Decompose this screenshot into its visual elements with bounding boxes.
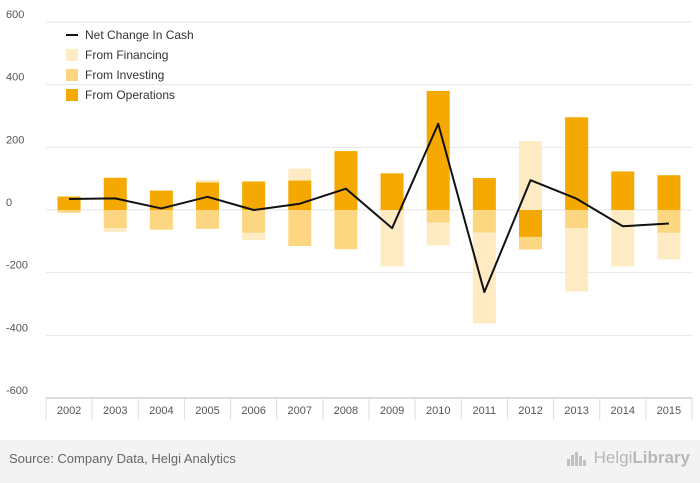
bar-from-investing xyxy=(149,210,173,230)
y-tick-label: 0 xyxy=(6,197,12,209)
x-tick-label: 2011 xyxy=(473,405,497,417)
y-tick-label: -400 xyxy=(6,322,28,334)
bar-from-financing xyxy=(57,212,81,214)
x-tick-label: 2013 xyxy=(564,405,588,417)
logo-text-bold: Library xyxy=(632,448,690,467)
bar-from-operations xyxy=(472,178,496,210)
bar-from-investing xyxy=(196,210,219,229)
bar-from-investing xyxy=(288,210,312,247)
helgi-library-logo: Helgi Library xyxy=(566,448,690,468)
x-tick-label: 2012 xyxy=(518,405,542,417)
bar-from-financing xyxy=(426,222,450,246)
legend: Net Change In Cash From Financing From Inv… xyxy=(66,28,194,102)
legend-swatch-from-financing xyxy=(66,49,78,61)
y-tick-label: -200 xyxy=(6,260,28,272)
bar-from-investing xyxy=(334,210,358,250)
bar-from-financing xyxy=(565,228,589,292)
bar-from-financing xyxy=(611,210,635,267)
bar-from-operations xyxy=(519,210,542,237)
bar-from-operations xyxy=(426,90,450,210)
bar-from-operations xyxy=(657,175,681,210)
bar-from-operations xyxy=(242,181,266,210)
x-tick-label: 2015 xyxy=(657,405,681,417)
x-tick-label: 2006 xyxy=(241,405,265,417)
bar-from-investing xyxy=(242,210,266,233)
y-tick-label: 400 xyxy=(6,72,24,84)
bar-from-investing xyxy=(657,210,681,233)
legend-label-from-investing: From Investing xyxy=(85,68,164,82)
cash-flow-chart: 2002 2003 2004 2005 2006 2007 2008 2009 2010 2011… xyxy=(6,9,693,420)
bar-from-financing xyxy=(657,232,681,260)
bar-from-operations xyxy=(334,151,358,210)
bar-from-financing xyxy=(196,179,219,183)
bar-from-financing xyxy=(103,228,127,232)
legend-label-from-financing: From Financing xyxy=(85,48,168,62)
x-tick-label: 2005 xyxy=(195,405,219,417)
x-tick-label: 2004 xyxy=(149,405,173,417)
x-tick-label: 2007 xyxy=(288,405,312,417)
line-series xyxy=(69,122,669,294)
legend-label-net-change-in-cash: Net Change In Cash xyxy=(85,28,194,42)
y-tick-label: 200 xyxy=(6,134,24,146)
x-tick-label: 2009 xyxy=(380,405,404,417)
bar-from-financing xyxy=(288,168,312,181)
y-tick-label: 600 xyxy=(6,9,24,21)
logo-text-light: Helgi xyxy=(593,448,633,467)
bar-from-operations xyxy=(149,190,173,210)
bar-from-investing xyxy=(103,210,127,229)
legend-label-from-operations: From Operations xyxy=(85,88,175,102)
bar-from-investing xyxy=(565,210,589,229)
bar-from-operations xyxy=(103,177,127,210)
bar-from-financing xyxy=(380,210,404,267)
bar-from-financing xyxy=(242,232,266,241)
bar-series xyxy=(57,90,681,324)
bar-from-operations xyxy=(611,171,635,210)
legend-swatch-from-investing xyxy=(66,69,78,81)
library-icon xyxy=(566,452,586,466)
y-axis: 600 400 200 0 -200 -400 -600 xyxy=(6,9,28,397)
x-tick-label: 2008 xyxy=(334,405,358,417)
legend-swatch-from-operations xyxy=(66,89,78,101)
x-tick-label: 2010 xyxy=(426,405,450,417)
bar-from-investing xyxy=(57,210,81,213)
x-axis: 2002 2003 2004 2005 2006 2007 2008 2009 2010 2011… xyxy=(45,397,693,420)
bar-from-investing xyxy=(519,236,542,250)
line-net-change-in-cash xyxy=(69,122,669,294)
bar-from-operations xyxy=(380,173,404,210)
x-tick-label: 2014 xyxy=(611,405,635,417)
x-tick-label: 2002 xyxy=(57,405,81,417)
x-tick-label: 2003 xyxy=(103,405,127,417)
bar-from-investing xyxy=(426,210,450,223)
bar-from-financing xyxy=(472,232,496,324)
bar-from-operations xyxy=(565,117,589,210)
source-note: Source: Company Data, Helgi Analytics xyxy=(9,451,236,466)
bar-from-investing xyxy=(472,210,496,233)
y-tick-label: -600 xyxy=(6,385,28,397)
footer: Source: Company Data, Helgi Analytics He… xyxy=(0,440,700,483)
